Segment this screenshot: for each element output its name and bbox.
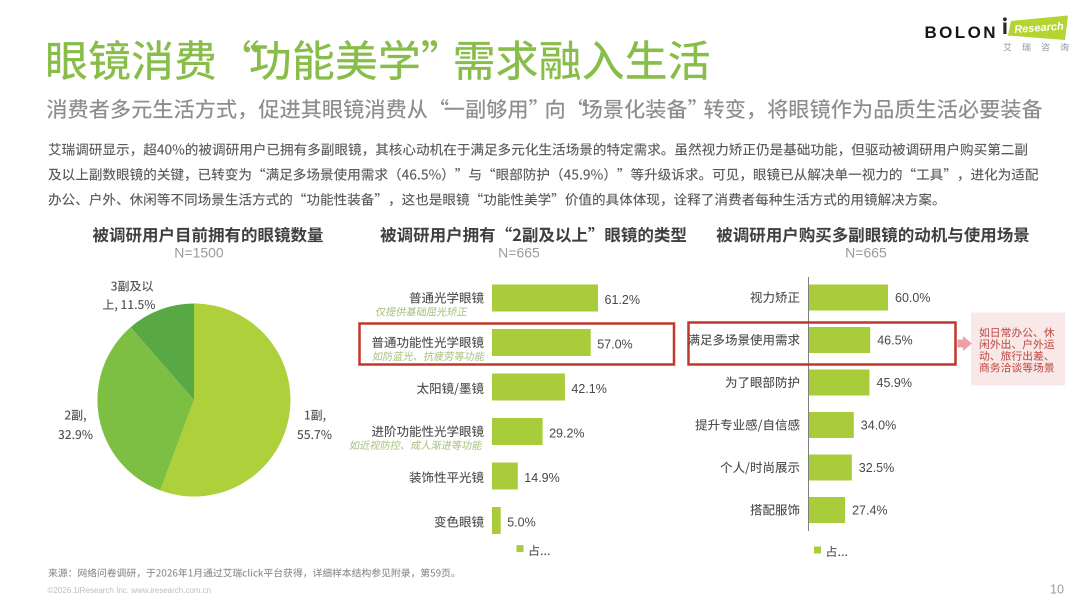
svg-text:61.2%: 61.2% xyxy=(605,293,640,307)
svg-text:Research: Research xyxy=(1014,21,1065,36)
svg-text:60.0%: 60.0% xyxy=(895,291,930,305)
svg-text:45.9%: 45.9% xyxy=(877,376,912,390)
svg-text:N=665: N=665 xyxy=(498,244,540,260)
svg-text:29.2%: 29.2% xyxy=(549,427,584,441)
svg-text:N=1500: N=1500 xyxy=(174,244,224,260)
svg-text:©2026.1iResearch Inc. www.ires: ©2026.1iResearch Inc. www.iresearch.com.… xyxy=(48,586,212,595)
svg-text:BOLON: BOLON xyxy=(925,23,998,42)
svg-text:14.9%: 14.9% xyxy=(524,471,559,485)
svg-text:5.0%: 5.0% xyxy=(507,516,536,530)
svg-text:N=665: N=665 xyxy=(845,244,887,260)
svg-text:10: 10 xyxy=(1050,583,1064,597)
svg-text:42.1%: 42.1% xyxy=(571,382,606,396)
svg-text:46.5%: 46.5% xyxy=(877,334,912,348)
svg-text:57.0%: 57.0% xyxy=(597,338,632,352)
svg-text:32.5%: 32.5% xyxy=(859,461,894,475)
svg-text:34.0%: 34.0% xyxy=(861,419,896,433)
svg-text:27.4%: 27.4% xyxy=(852,504,887,518)
